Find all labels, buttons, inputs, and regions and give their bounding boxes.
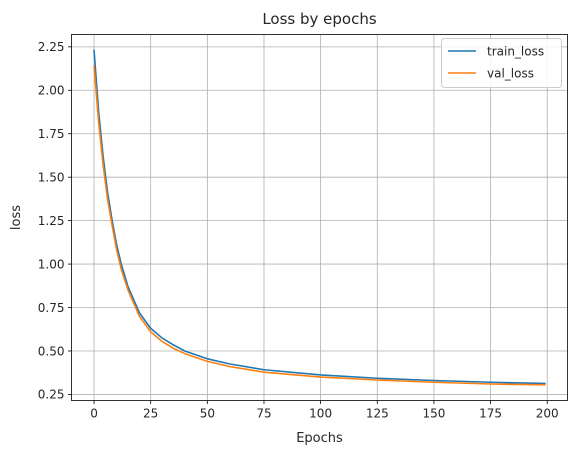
y-tick-label: 1.25 xyxy=(38,214,65,228)
x-axis: 0 25 50 75 100 125 150 175 200 xyxy=(90,400,559,421)
x-gridlines xyxy=(93,34,548,401)
y-axis-label: loss xyxy=(9,205,24,230)
y-tick-label: 2.00 xyxy=(38,84,65,98)
x-tick-label: 25 xyxy=(143,407,158,421)
series-line-val-loss xyxy=(93,65,546,386)
y-tick-label: 1.75 xyxy=(38,127,65,141)
y-tick-label: 1.50 xyxy=(38,170,65,184)
legend-label-train-loss: train_loss xyxy=(487,45,544,59)
y-tick-label: 1.00 xyxy=(38,257,65,271)
x-tick-label: 175 xyxy=(479,407,502,421)
x-axis-label: Epochs xyxy=(296,431,343,446)
y-gridlines xyxy=(71,46,568,395)
x-tick-label: 100 xyxy=(309,407,332,421)
x-tick-label: 75 xyxy=(256,407,271,421)
y-axis: 0.25 0.50 0.75 1.00 1.25 1.50 1.75 2.00 2.25 xyxy=(38,40,72,402)
y-tick-label: 0.75 xyxy=(38,301,65,315)
x-tick-label: 0 xyxy=(90,407,98,421)
x-tick-label: 50 xyxy=(200,407,215,421)
y-tick-label: 0.25 xyxy=(38,388,65,402)
x-tick-label: 125 xyxy=(366,407,389,421)
plot-frame xyxy=(71,34,568,401)
y-tick-label: 0.50 xyxy=(38,344,65,358)
chart-title: Loss by epochs xyxy=(262,10,377,28)
x-tick-label: 150 xyxy=(422,407,445,421)
legend-label-val-loss: val_loss xyxy=(487,67,534,81)
x-tick-label: 200 xyxy=(536,407,559,421)
series-layer xyxy=(93,49,546,386)
y-tick-label: 2.25 xyxy=(38,40,65,54)
series-line-train-loss xyxy=(93,49,546,385)
legend: train_loss val_loss xyxy=(441,38,562,88)
